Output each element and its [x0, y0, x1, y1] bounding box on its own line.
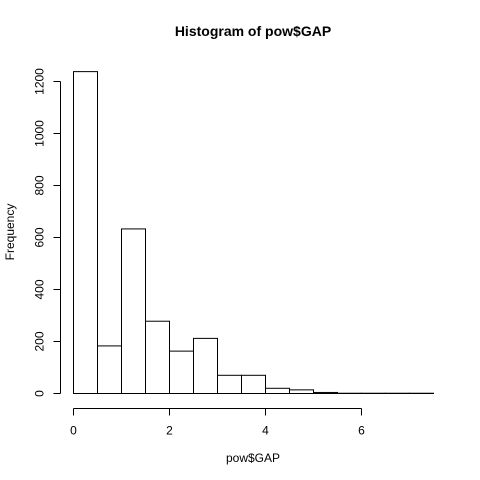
y-tick-label-6: 1200	[33, 68, 47, 95]
histogram-bar-8	[265, 387, 290, 394]
y-tick-label-0: 0	[33, 390, 47, 397]
bars-group	[73, 71, 434, 395]
histogram-bar-1	[97, 345, 122, 395]
x-tick-label-1: 2	[166, 424, 173, 438]
y-tick-label-3: 600	[33, 227, 47, 247]
histogram-bar-2	[121, 228, 146, 394]
y-tick-label-2: 400	[33, 279, 47, 299]
x-tick-label-2: 4	[262, 424, 269, 438]
histogram-bar-7	[241, 374, 266, 394]
histogram-bar-5	[193, 337, 218, 395]
x-tick-label-3: 6	[358, 424, 365, 438]
histogram-bar-9	[289, 389, 314, 394]
y-tick-label-5: 1000	[33, 120, 47, 147]
histogram-bar-4	[169, 350, 194, 394]
histogram-bar-3	[145, 320, 170, 394]
y-tick-label-4: 800	[33, 175, 47, 195]
x-axis: 0 2 4 6	[70, 408, 365, 438]
histogram-bar-0	[73, 71, 98, 395]
histogram-bar-10	[313, 391, 338, 394]
y-axis-label: Frequency	[3, 204, 17, 261]
histogram-bar-6	[217, 374, 242, 394]
chart-title: Histogram of pow$GAP	[175, 23, 331, 39]
y-axis: 0 200 400 600 800 1000 1200	[33, 68, 61, 397]
x-axis-label: pow$GAP	[226, 451, 280, 465]
x-tick-label-0: 0	[70, 424, 77, 438]
y-tick-label-1: 200	[33, 331, 47, 351]
